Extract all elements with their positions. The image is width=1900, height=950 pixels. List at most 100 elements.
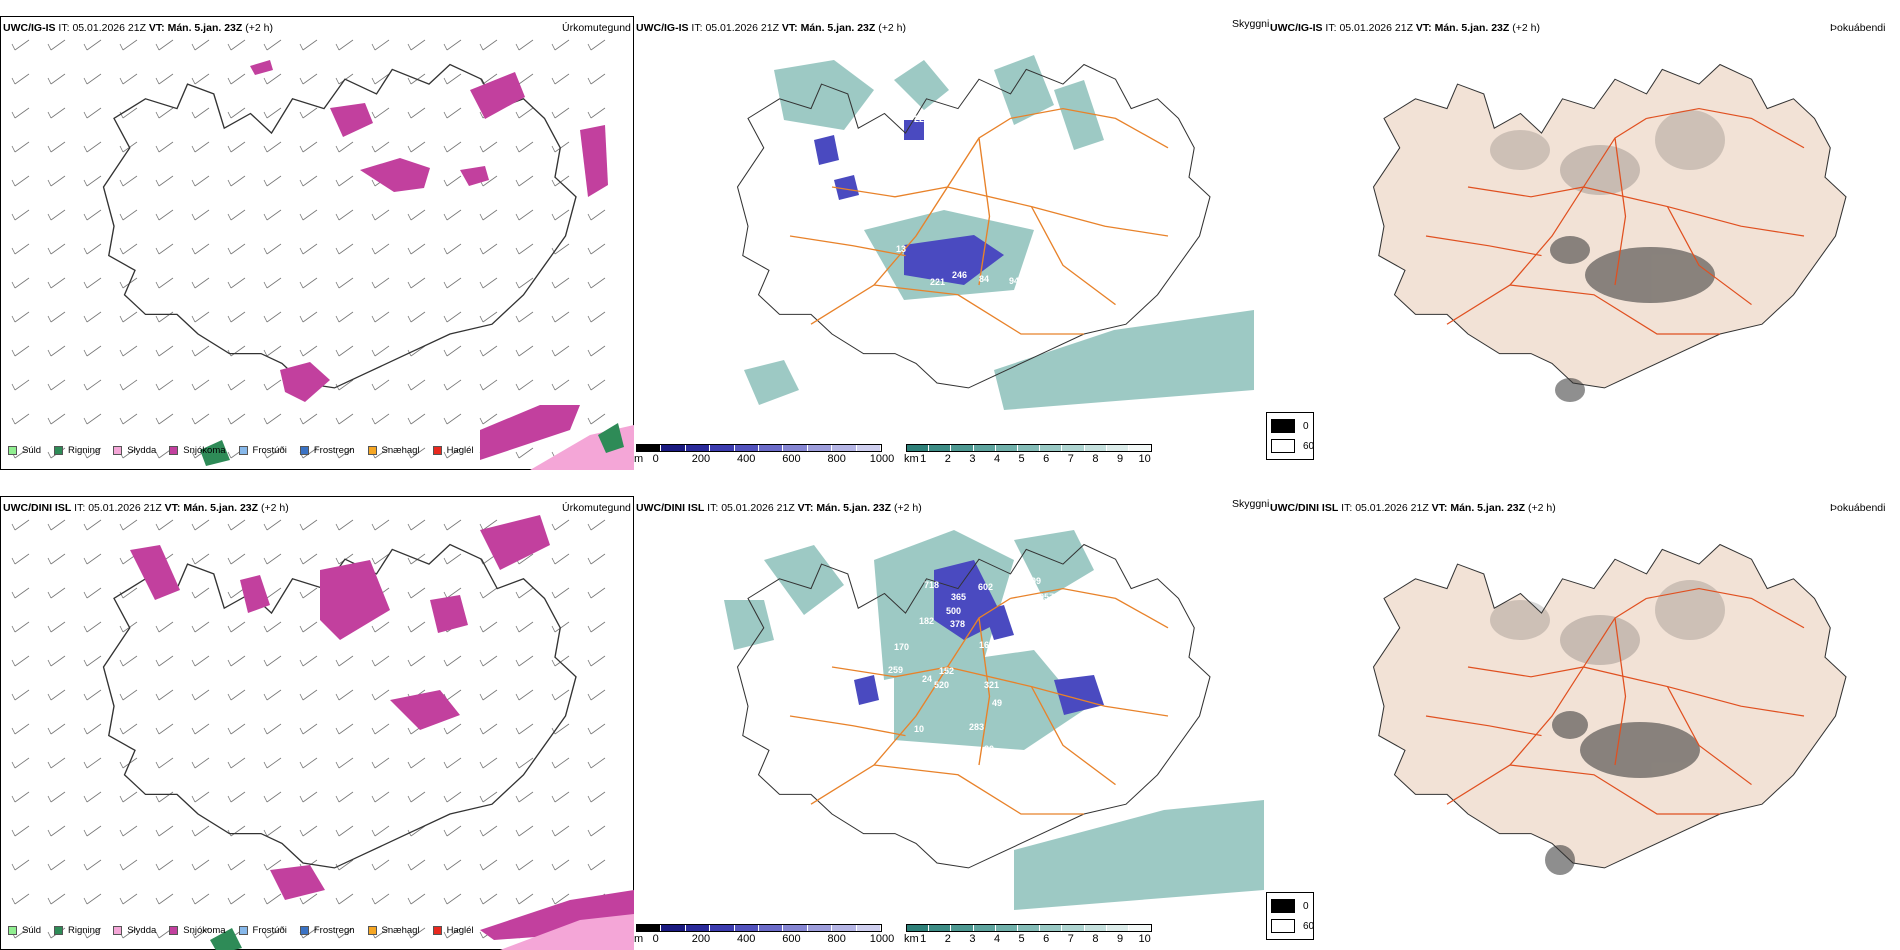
visibility-value-label: 24 — [922, 674, 932, 684]
wind-barb — [83, 723, 102, 735]
wind-barb — [11, 39, 30, 51]
legend-item: Haglél — [432, 925, 474, 936]
colorbar-km-bar — [906, 924, 1152, 932]
wind-barb — [83, 243, 102, 255]
visibility-value-label: 49 — [959, 180, 969, 190]
wind-barb — [47, 413, 66, 425]
wind-barb — [443, 927, 462, 939]
colorbar-cell — [929, 925, 952, 931]
wind-barb — [371, 311, 390, 323]
legend-label: Frostúði — [252, 925, 287, 936]
wind-barb — [479, 209, 498, 221]
wind-barb — [119, 107, 138, 119]
colorbar-cell — [710, 925, 735, 931]
wind-barb — [47, 311, 66, 323]
wind-barb — [83, 757, 102, 769]
wind-barb — [479, 519, 498, 531]
wind-barb — [551, 893, 570, 905]
wind-barb — [299, 689, 318, 701]
wind-barb — [515, 311, 534, 323]
wind-barb — [155, 379, 174, 391]
wind-barb — [443, 447, 462, 459]
wind-barb — [227, 655, 246, 667]
legend-item: Snæhagl — [367, 925, 420, 936]
wind-barb — [263, 927, 282, 939]
colorbar-cell — [734, 925, 760, 931]
colorbar-tick: 1 — [920, 933, 927, 945]
wind-barb — [155, 209, 174, 221]
visibility-value-label: 43 — [959, 302, 969, 312]
wind-barb — [443, 893, 462, 905]
colorbar-cell — [832, 925, 857, 931]
wind-barb — [299, 587, 318, 599]
wind-barb — [119, 587, 138, 599]
wind-barb — [11, 757, 30, 769]
wind-barb — [227, 175, 246, 187]
wind-barb — [587, 723, 606, 735]
iceland-outline — [736, 543, 1211, 869]
wind-barb — [443, 107, 462, 119]
road-line — [873, 764, 1084, 815]
wind-barb — [515, 621, 534, 633]
wind-barb — [155, 73, 174, 85]
colorbar-unit: m — [634, 453, 644, 465]
model-name: UWC/IG-IS — [636, 22, 689, 34]
it-value: 05.01.2026 21Z — [72, 22, 146, 34]
visibility-values: 718 365 602 500 378 209 957 200 36 182 29 170 259 24 1… — [888, 576, 1094, 886]
wind-barb — [11, 209, 30, 221]
wind-barb — [299, 893, 318, 905]
wind-barb — [587, 757, 606, 769]
wind-barb — [263, 859, 282, 871]
wind-barb — [479, 655, 498, 667]
cloud-key-black-swatch — [1271, 419, 1295, 433]
visibility-value-label: 365 — [951, 592, 966, 602]
legend-label: Súld — [22, 925, 42, 936]
wind-barb — [443, 553, 462, 565]
colorbar-tick: 3 — [969, 453, 976, 465]
wind-barb — [443, 413, 462, 425]
wind-barb — [551, 39, 570, 51]
wind-barb — [515, 859, 534, 871]
wind-barb — [155, 141, 174, 153]
model-name: UWC/DINI ISL — [3, 502, 72, 514]
legend-label: Snæhagl — [381, 925, 420, 936]
precip-legend: Súld Rigning Slydda Snjókoma Frostúði Frostre… — [8, 925, 487, 936]
legend-label: Snæhagl — [381, 445, 420, 456]
wind-barb — [263, 893, 282, 905]
wind-barb — [227, 209, 246, 221]
wind-barb — [407, 311, 426, 323]
colorbar-tick: 800 — [827, 453, 846, 465]
wind-barb — [155, 277, 174, 289]
colorbar-tick: 4 — [993, 933, 1001, 945]
wind-barb — [443, 723, 462, 735]
wind-barb — [263, 277, 282, 289]
legend-label: Rigning — [68, 445, 101, 456]
wind-barb — [407, 277, 426, 289]
wind-barb — [587, 825, 606, 837]
wind-barb — [11, 413, 30, 425]
wind-barb — [11, 277, 30, 289]
wind-barb — [515, 175, 534, 187]
wind-barb — [191, 73, 210, 85]
legend-label: Haglél — [446, 925, 474, 936]
colorbar-cell — [973, 445, 996, 451]
visibility-value-label: 36 — [1079, 616, 1089, 626]
snow-areas — [130, 515, 634, 940]
wind-barb — [11, 107, 30, 119]
colorbar-tick: 0 — [652, 933, 659, 945]
wind-barb — [191, 345, 210, 357]
wind-barb — [443, 277, 462, 289]
wind-barb — [155, 757, 174, 769]
model-name: UWC/IG-IS — [3, 22, 56, 34]
model-name: UWC/IG-IS — [1270, 22, 1323, 34]
wind-barb — [47, 141, 66, 153]
wind-barb — [407, 141, 426, 153]
wind-barb — [263, 447, 282, 459]
wind-barb — [407, 587, 426, 599]
visibility-value-label: 20 — [984, 744, 994, 754]
it-value: 05.01.2026 21Z — [705, 22, 779, 34]
colorbar-cell — [951, 925, 974, 931]
visibility-panel-bottom: UWC/DINI ISL IT: 05.01.2026 21Z VT: Mán.… — [634, 490, 1270, 950]
road-line — [947, 186, 1169, 237]
wind-barb — [371, 825, 390, 837]
